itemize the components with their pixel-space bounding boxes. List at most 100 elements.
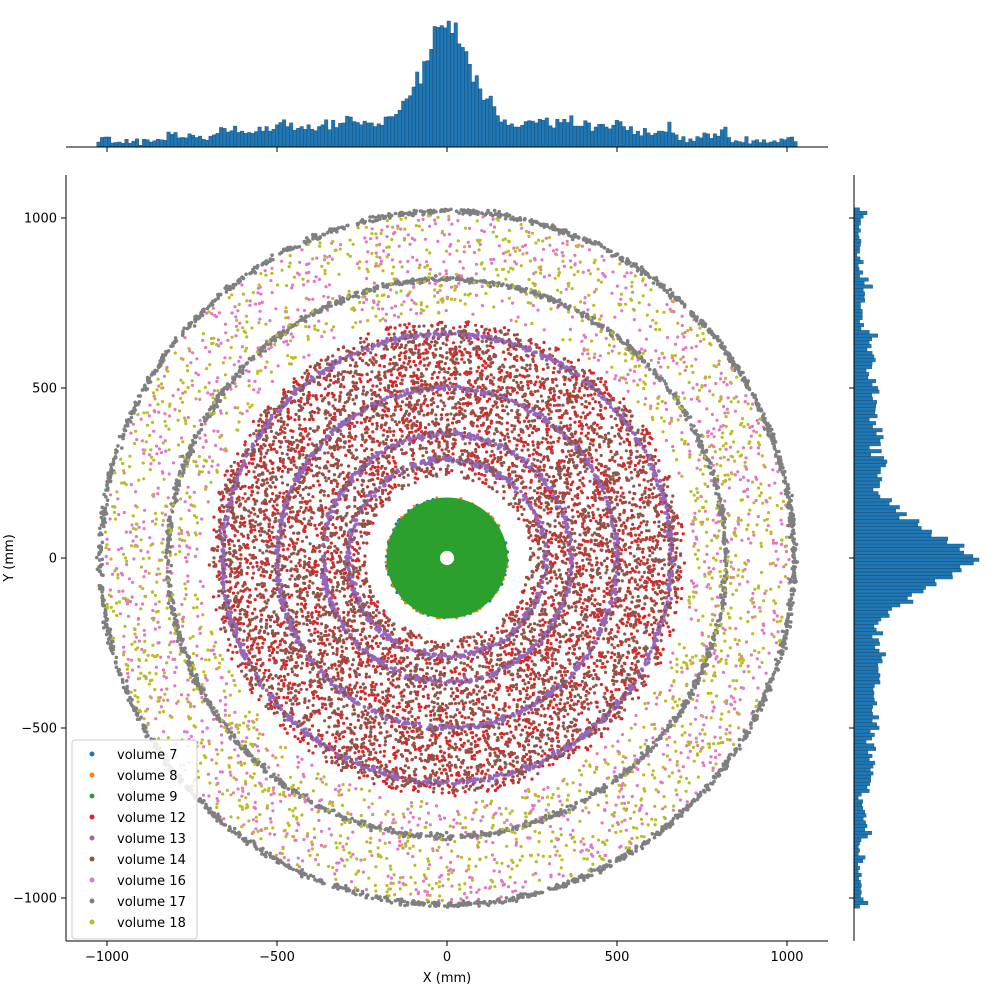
point — [589, 371, 593, 375]
point — [439, 771, 444, 775]
point — [569, 488, 573, 492]
point — [515, 391, 519, 395]
point — [605, 387, 609, 392]
point — [533, 383, 537, 387]
hist-y-bar — [853, 277, 869, 282]
point — [578, 478, 582, 482]
point — [449, 669, 453, 673]
point — [382, 612, 386, 616]
point — [558, 645, 562, 649]
hist-x-bar — [96, 141, 101, 148]
point — [516, 505, 520, 509]
hist-x-bar — [632, 134, 637, 148]
hist-x-bar — [751, 140, 756, 148]
hist-y-bar — [853, 617, 882, 622]
point — [565, 388, 569, 393]
point — [373, 494, 377, 498]
point — [316, 630, 320, 634]
marginal-y-ticks — [849, 217, 854, 899]
hist-x-bar — [345, 115, 350, 148]
point — [408, 430, 412, 435]
point — [359, 494, 363, 498]
point — [651, 583, 656, 587]
point — [612, 696, 616, 700]
point — [592, 482, 596, 486]
point — [557, 545, 561, 549]
point — [583, 527, 587, 531]
point — [498, 765, 502, 769]
hist-x-bar — [338, 123, 343, 148]
point — [230, 570, 234, 574]
point — [545, 641, 550, 645]
point — [575, 561, 579, 565]
point — [679, 570, 683, 574]
point — [450, 469, 454, 473]
point — [576, 699, 580, 703]
point — [364, 675, 368, 679]
hist-y-bar — [853, 235, 860, 240]
hist-x-bar — [212, 134, 217, 148]
hist-x-bar — [397, 109, 402, 148]
point — [577, 485, 581, 489]
hist-y-bar — [853, 501, 890, 506]
hist-x-bar — [152, 140, 157, 148]
point — [630, 576, 634, 580]
hist-x-bar — [611, 124, 616, 148]
point — [365, 774, 369, 778]
hist-y-bar — [853, 323, 864, 328]
point — [446, 418, 450, 422]
point — [569, 482, 573, 487]
point — [610, 651, 614, 655]
point — [365, 541, 369, 545]
hist-x-bar — [534, 122, 539, 148]
point — [392, 429, 396, 433]
point — [314, 395, 318, 399]
point — [341, 470, 345, 475]
point — [351, 374, 355, 378]
point — [653, 580, 657, 584]
hist-x-bar — [282, 119, 287, 148]
point — [573, 386, 577, 390]
point — [519, 380, 523, 384]
hist-x-bar — [464, 51, 469, 148]
point — [477, 365, 481, 369]
point — [595, 664, 599, 668]
point — [602, 473, 606, 477]
point — [217, 594, 221, 598]
point — [527, 454, 532, 458]
disk-hole — [439, 550, 455, 566]
point — [438, 759, 442, 763]
point — [382, 364, 386, 369]
point — [233, 534, 237, 538]
hist-y-bar — [853, 764, 874, 769]
point — [531, 539, 535, 543]
point — [497, 683, 501, 687]
point — [228, 643, 232, 647]
point — [586, 393, 590, 398]
point — [315, 533, 319, 537]
point — [482, 763, 486, 767]
point — [207, 563, 211, 567]
point — [540, 590, 544, 594]
hist-y-bar — [853, 564, 961, 569]
point — [347, 464, 351, 468]
hist-y-bar — [853, 358, 876, 363]
point — [290, 686, 294, 690]
point — [246, 536, 250, 540]
point — [294, 412, 298, 416]
hist-x-bar — [401, 100, 406, 148]
point — [394, 465, 398, 469]
point — [598, 408, 603, 412]
hist-y-bar — [853, 288, 864, 293]
point — [395, 713, 400, 717]
point — [466, 320, 470, 324]
point — [246, 605, 250, 609]
hist-x-bar — [537, 119, 542, 148]
point — [267, 645, 271, 650]
point — [548, 748, 552, 752]
point — [392, 459, 396, 463]
hist-y-bar — [853, 396, 873, 401]
point — [250, 691, 254, 695]
hist-x-bar — [520, 124, 525, 148]
point — [284, 659, 288, 663]
